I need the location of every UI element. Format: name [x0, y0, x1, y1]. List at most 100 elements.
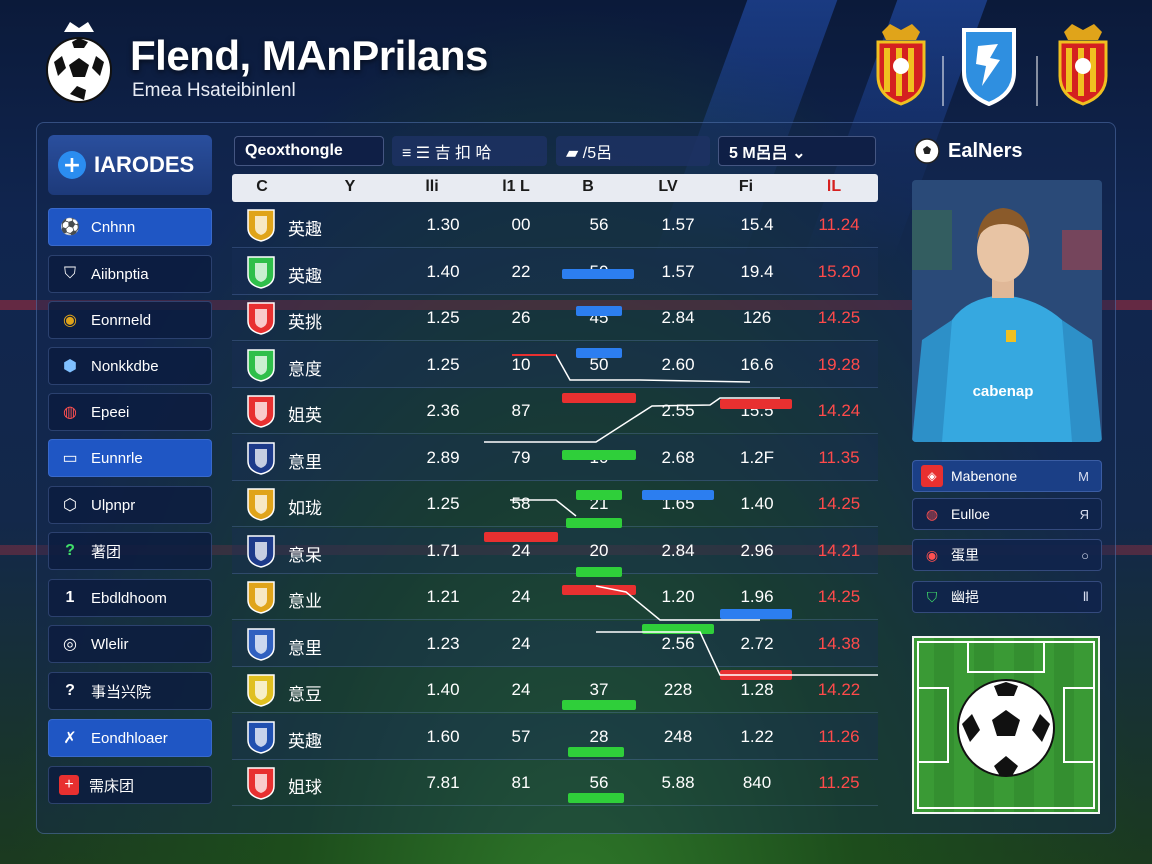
- nav-heading[interactable]: + IARODES: [48, 135, 212, 195]
- table-cell: 58: [511, 494, 531, 513]
- nav-item[interactable]: ◎ Wlelir: [48, 625, 212, 663]
- team-list-item[interactable]: ◍ Eulloe Я: [912, 498, 1102, 530]
- nav-item[interactable]: ✗ Eondhloaer: [48, 719, 212, 757]
- shield-icon: ⛉: [63, 265, 76, 282]
- badge-icon: ◍: [925, 505, 939, 522]
- trend-bar: [562, 700, 636, 710]
- table-cell: 1.57: [661, 261, 695, 281]
- one-icon: 1: [65, 589, 75, 606]
- table-cell: 15.20: [817, 261, 861, 281]
- nav-item[interactable]: ⬡ Ulpnpr: [48, 486, 212, 524]
- nav-item[interactable]: ⬢ Nonkkdbe: [48, 347, 212, 385]
- table-row[interactable]: [232, 295, 878, 341]
- pitch-illustration: [917, 641, 1095, 809]
- table-cell: 19.4: [740, 261, 774, 281]
- table-row[interactable]: [232, 388, 878, 434]
- table-row[interactable]: [232, 248, 878, 295]
- column-header[interactable]: C: [256, 178, 268, 195]
- team-name[interactable]: 英趣: [288, 731, 322, 752]
- team-crest-icon: [247, 581, 275, 614]
- badge-icon: ◈: [921, 465, 943, 487]
- team-crest-icon: [247, 348, 275, 382]
- trend-bar: [642, 489, 714, 500]
- table-row[interactable]: [232, 341, 878, 388]
- team-crest-icon: [247, 488, 275, 521]
- table-cell: 228: [663, 680, 693, 699]
- filter-dropdown[interactable]: ▰ /5呂: [556, 136, 710, 166]
- crest-icon: [1058, 24, 1108, 106]
- nav-item[interactable]: 1 Ebdldhoom: [48, 579, 212, 617]
- team-name[interactable]: 姐球: [288, 778, 322, 798]
- table-row[interactable]: [232, 202, 878, 248]
- table-cell: 1.20: [661, 587, 695, 606]
- table-cell: 1.96: [740, 587, 774, 606]
- table-cell: 1.57: [661, 215, 695, 234]
- team-list-item[interactable]: ◉ 蛋里 ○: [912, 539, 1102, 571]
- table-row[interactable]: [232, 713, 878, 760]
- team-name[interactable]: 如珑: [288, 499, 322, 519]
- table-row[interactable]: [232, 620, 878, 667]
- table-cell: 24: [511, 587, 531, 606]
- card-icon: ▭: [62, 450, 78, 467]
- trend-bar: [568, 746, 624, 757]
- shield-icon: ⬢: [63, 358, 77, 375]
- table-cell: 20: [589, 540, 609, 560]
- nav-item[interactable]: ▭ Eunnrle: [48, 439, 212, 477]
- team-name[interactable]: 意里: [288, 638, 322, 659]
- nav-item[interactable]: ? 事当兴院: [48, 672, 212, 710]
- table-cell: 16.6: [740, 354, 774, 374]
- nav-item[interactable]: + 需床团: [48, 766, 212, 804]
- team-name[interactable]: 意度: [288, 359, 322, 380]
- badge-icon: ◉: [925, 546, 939, 563]
- table-cell: 87: [511, 401, 531, 420]
- team-name[interactable]: 意里: [288, 452, 322, 473]
- column-header[interactable]: lli: [425, 178, 439, 195]
- table-cell: 1.23: [426, 633, 460, 653]
- table-cell: 2.56: [661, 633, 695, 653]
- table-cell: 1.21: [426, 587, 460, 606]
- column-header[interactable]: lL: [826, 178, 842, 195]
- table-row[interactable]: [232, 760, 878, 806]
- table-row[interactable]: [232, 574, 878, 620]
- team-name[interactable]: 英趣: [288, 266, 322, 287]
- team-name[interactable]: 英趣: [288, 220, 322, 240]
- team-name[interactable]: 意呆: [288, 545, 322, 566]
- team-name[interactable]: 意业: [288, 592, 322, 612]
- nav-item[interactable]: ⚽ Cnhnn: [48, 208, 212, 246]
- table-cell: 14.22: [817, 680, 861, 699]
- filter-dropdown[interactable]: Qeoxthongle: [234, 136, 384, 166]
- table-row[interactable]: [232, 481, 878, 527]
- column-header[interactable]: Fi: [738, 178, 754, 195]
- column-header[interactable]: B: [582, 178, 594, 195]
- team-list-item[interactable]: ⛉ 幽挹 Ⅱ: [912, 581, 1102, 613]
- trend-bar: [720, 399, 792, 409]
- trend-bar: [484, 532, 558, 542]
- table-cell: 11.26: [818, 726, 860, 746]
- table-cell: 2.36: [426, 401, 460, 420]
- filter-dropdown[interactable]: 5 M呂吕 ⌄: [718, 136, 876, 166]
- table-cell: 1.40: [426, 261, 460, 281]
- column-header[interactable]: l1 L: [502, 178, 530, 195]
- team-name[interactable]: 姐英: [288, 406, 322, 426]
- nav-item[interactable]: ◉ Eonrneld: [48, 301, 212, 339]
- badge-icon: ◉: [63, 312, 77, 329]
- team-crest-icon: [247, 674, 275, 707]
- team-list-item[interactable]: ◈ Mabenone M: [912, 460, 1102, 492]
- ball-icon: ⚽: [60, 219, 80, 236]
- column-header[interactable]: Y: [344, 178, 356, 195]
- table-cell: 1.60: [426, 726, 460, 746]
- shield-icon: ⬡: [63, 497, 77, 514]
- nav-item[interactable]: ◍ Epeei: [48, 393, 212, 431]
- table-cell: 14.21: [817, 540, 861, 560]
- column-header[interactable]: LV: [658, 178, 678, 195]
- filter-dropdown[interactable]: ≡ ☰ 吉 扣 哈: [392, 136, 547, 166]
- team-name[interactable]: 意豆: [288, 685, 322, 705]
- team-crest-icon: [247, 302, 275, 335]
- team-name[interactable]: 英挑: [288, 313, 322, 333]
- table-row[interactable]: [232, 667, 878, 713]
- header-divider: [1036, 56, 1038, 106]
- player-illustration: cabenap: [912, 180, 1102, 442]
- nav-item[interactable]: ⛉ Aiibnptia: [48, 255, 212, 293]
- nav-item[interactable]: ? 著团: [48, 532, 212, 570]
